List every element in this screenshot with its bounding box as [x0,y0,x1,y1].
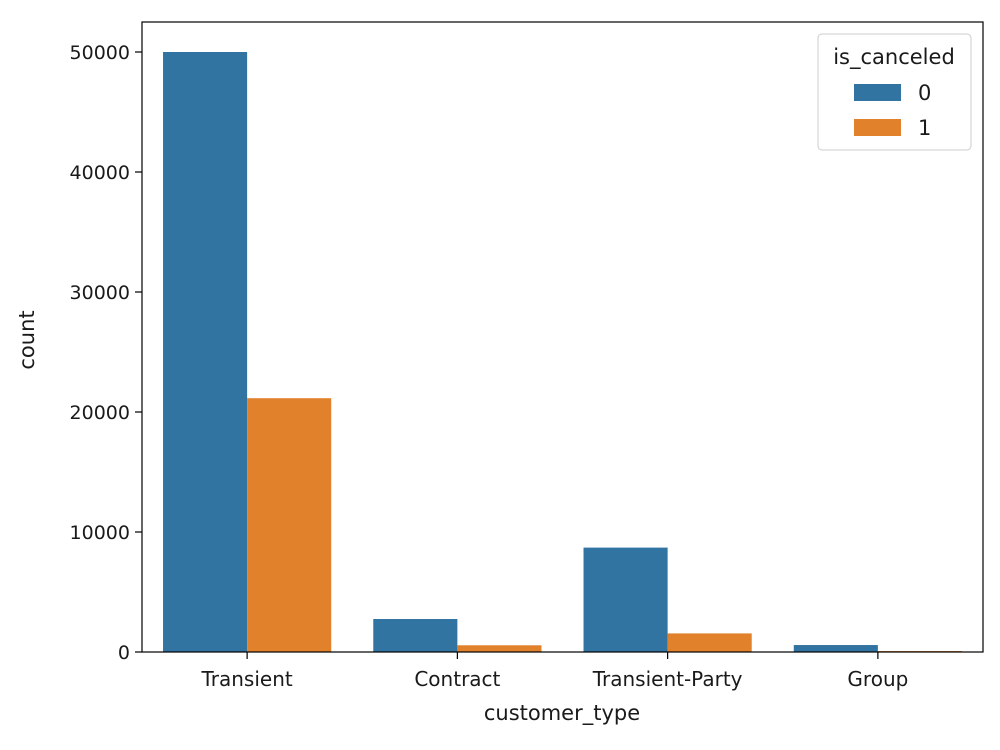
y-tick-label: 30000 [70,282,130,304]
bar-group-series-0 [793,645,878,652]
bar-transient-party-series-0 [583,547,668,652]
bar-transient-party-series-1 [667,633,752,652]
y-axis: 0 10000 20000 30000 40000 50000 [70,42,142,664]
x-tick-label: Transient-Party [592,667,743,691]
plot-frame [141,21,984,653]
bar-contract-series-0 [373,619,458,652]
legend-label-1: 1 [918,116,931,140]
legend-swatch-0 [854,84,901,101]
y-tick-label: 10000 [70,522,130,544]
bar-transient-series-1 [247,398,332,652]
legend-title: is_canceled [833,45,955,70]
y-axis-label: count [15,310,39,369]
legend-label-0: 0 [918,81,931,105]
y-tick-label: 0 [118,642,130,664]
x-tick-label: Contract [414,667,500,691]
y-tick-label: 20000 [70,402,130,424]
x-axis: Transient Contract Transient-Party Group [201,652,908,691]
x-tick-label: Transient [201,667,293,691]
bar-contract-series-1 [457,645,542,652]
x-axis-label: customer_type [484,701,640,726]
bars-group [163,52,962,652]
y-tick-label: 40000 [70,162,130,184]
legend: is_canceled 0 1 [817,33,972,151]
x-tick-label: Group [847,667,908,691]
bar-transient-series-0 [163,52,248,652]
legend-swatch-1 [854,119,901,136]
y-tick-label: 50000 [70,42,130,64]
